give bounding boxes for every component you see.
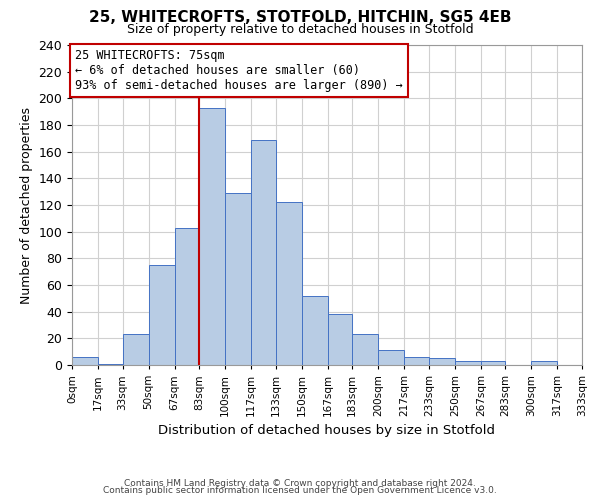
Bar — [98, 364, 122, 365]
Bar — [72, 357, 98, 365]
Text: 25, WHITECROFTS, STOTFOLD, HITCHIN, SG5 4EB: 25, WHITECROFTS, STOTFOLD, HITCHIN, SG5 … — [89, 10, 511, 25]
Bar — [481, 361, 505, 365]
Bar — [275, 202, 302, 365]
Bar — [455, 361, 481, 365]
Bar — [328, 314, 352, 365]
Bar — [302, 296, 328, 365]
Bar — [532, 361, 557, 365]
Bar — [175, 228, 199, 365]
Bar — [379, 350, 404, 365]
Y-axis label: Number of detached properties: Number of detached properties — [20, 106, 33, 304]
Bar — [199, 108, 225, 365]
Text: 25 WHITECROFTS: 75sqm
← 6% of detached houses are smaller (60)
93% of semi-detac: 25 WHITECROFTS: 75sqm ← 6% of detached h… — [75, 49, 403, 92]
Text: Size of property relative to detached houses in Stotfold: Size of property relative to detached ho… — [127, 22, 473, 36]
Bar — [122, 334, 149, 365]
Text: Contains public sector information licensed under the Open Government Licence v3: Contains public sector information licen… — [103, 486, 497, 495]
Bar — [149, 265, 175, 365]
Bar — [404, 357, 429, 365]
Bar — [352, 334, 379, 365]
Bar — [429, 358, 455, 365]
Text: Contains HM Land Registry data © Crown copyright and database right 2024.: Contains HM Land Registry data © Crown c… — [124, 478, 476, 488]
Bar — [225, 193, 251, 365]
X-axis label: Distribution of detached houses by size in Stotfold: Distribution of detached houses by size … — [158, 424, 496, 438]
Bar — [251, 140, 275, 365]
